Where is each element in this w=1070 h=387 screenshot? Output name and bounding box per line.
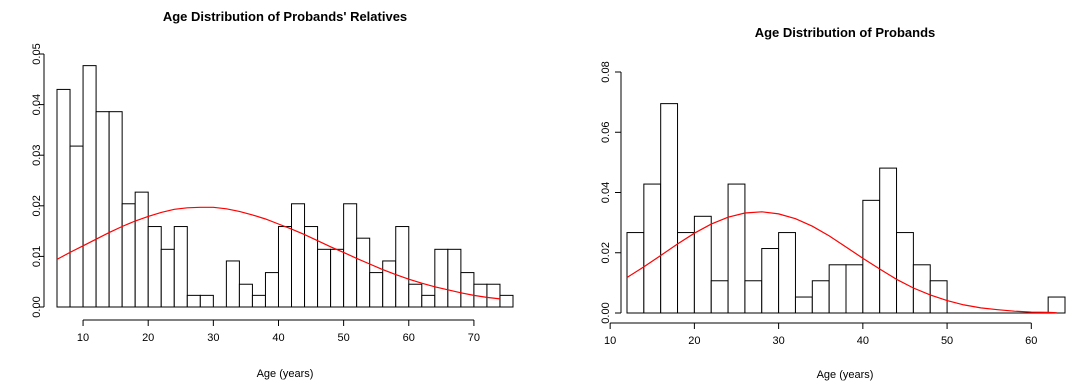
histogram-bar: [744, 280, 763, 314]
chart-title: Age Distribution of Probands: [755, 25, 936, 40]
y-tick-label: 0.04: [31, 94, 43, 115]
histogram-bar: [186, 294, 201, 308]
histogram-bar: [304, 226, 319, 308]
density-curve: [626, 211, 1057, 314]
histogram-bar: [330, 248, 345, 308]
histogram-bar: [778, 232, 796, 314]
histogram-bar: [879, 167, 898, 314]
histogram-bar: [82, 65, 97, 308]
histogram-bar: [121, 203, 136, 308]
histogram-bar: [761, 248, 780, 314]
x-tick-label: 50: [941, 335, 953, 347]
histogram-bar: [69, 145, 84, 308]
histogram-bar: [794, 296, 813, 314]
y-tick-label: 0.00: [31, 296, 43, 317]
histogram-bar: [291, 203, 306, 308]
histogram-bar: [1047, 296, 1066, 314]
histogram-bar: [499, 294, 514, 308]
x-tick-label: 50: [338, 332, 350, 344]
histogram-bar: [677, 232, 695, 314]
histogram-bar: [317, 248, 332, 308]
y-tick-label: 0.06: [600, 122, 612, 143]
y-tick-label: 0.03: [31, 144, 43, 165]
histogram-bar: [238, 283, 253, 308]
histogram-bar: [929, 280, 948, 314]
histogram-bar: [382, 260, 397, 308]
density-curve: [56, 206, 501, 300]
histogram-bar: [862, 199, 881, 314]
chart-title: Age Distribution of Probands' Relatives: [163, 9, 407, 24]
histogram-bar: [395, 226, 410, 308]
y-tick-label: 0.04: [600, 182, 612, 203]
histogram-probands: Age Distribution of Probands Age (years)…: [600, 25, 1066, 381]
histogram-bar: [356, 237, 371, 308]
x-tick-label: 70: [468, 332, 480, 344]
x-tick-label: 40: [272, 332, 284, 344]
y-tick-label: 0.08: [600, 61, 612, 82]
histogram-bar: [199, 294, 214, 308]
x-axis-label: Age (years): [817, 369, 874, 381]
x-tick-label: 60: [1025, 335, 1037, 347]
histogram-bar: [264, 272, 279, 308]
histogram-bar: [434, 248, 449, 308]
histogram-bar: [460, 272, 475, 308]
histogram-bar: [845, 264, 864, 314]
x-tick-label: 30: [207, 332, 219, 344]
histogram-bar: [643, 183, 662, 314]
histogram-bar: [225, 260, 240, 308]
histogram-bar: [277, 226, 293, 308]
histogram-bar: [727, 183, 746, 314]
histogram-bar: [160, 248, 175, 308]
histogram-bar: [811, 280, 830, 314]
histogram-bar: [56, 88, 71, 308]
x-tick-label: 40: [857, 335, 869, 347]
x-tick-label: 20: [688, 335, 700, 347]
histogram-bar: [147, 226, 162, 308]
x-tick-label: 20: [142, 332, 154, 344]
histogram-bar: [486, 283, 501, 308]
histogram-bar: [369, 272, 384, 308]
histogram-relatives: Age Distribution of Probands' Relatives …: [31, 9, 514, 380]
x-tick-label: 10: [77, 332, 89, 344]
y-tick-label: 0.02: [31, 195, 43, 216]
x-tick-label: 10: [604, 335, 616, 347]
histogram-bar: [896, 232, 914, 314]
histogram-bar: [421, 294, 436, 308]
y-tick-label: 0.00: [600, 302, 612, 323]
histogram-bar: [108, 111, 123, 308]
histogram-bar: [173, 226, 188, 308]
x-tick-label: 60: [403, 332, 415, 344]
y-tick-label: 0.05: [31, 43, 43, 64]
y-tick-label: 0.01: [31, 246, 43, 267]
histogram-bar: [693, 215, 712, 314]
histogram-bar: [95, 111, 110, 308]
histogram-bar: [828, 264, 847, 314]
y-tick-label: 0.02: [600, 242, 612, 263]
histogram-bar: [408, 283, 423, 308]
histogram-bar: [251, 294, 266, 308]
x-axis-label: Age (years): [257, 368, 314, 380]
histogram-bar: [710, 280, 729, 314]
histogram-bar: [134, 191, 149, 308]
x-tick-label: 30: [772, 335, 784, 347]
histogram-bar: [447, 248, 462, 308]
histogram-bar: [660, 103, 679, 314]
